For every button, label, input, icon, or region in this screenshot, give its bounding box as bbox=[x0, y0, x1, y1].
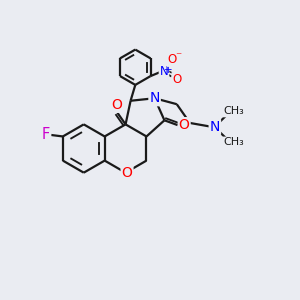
Text: O: O bbox=[122, 166, 133, 180]
Text: N: N bbox=[149, 91, 160, 105]
Text: CH₃: CH₃ bbox=[223, 137, 244, 148]
Text: CH₃: CH₃ bbox=[223, 106, 244, 116]
Text: O: O bbox=[168, 53, 177, 66]
Text: N: N bbox=[160, 65, 168, 78]
Text: N: N bbox=[210, 120, 220, 134]
Text: +: + bbox=[164, 65, 173, 75]
Text: F: F bbox=[42, 128, 50, 142]
Text: ⁻: ⁻ bbox=[175, 51, 181, 64]
Text: O: O bbox=[111, 98, 122, 112]
Text: O: O bbox=[179, 118, 190, 132]
Text: O: O bbox=[172, 73, 182, 86]
